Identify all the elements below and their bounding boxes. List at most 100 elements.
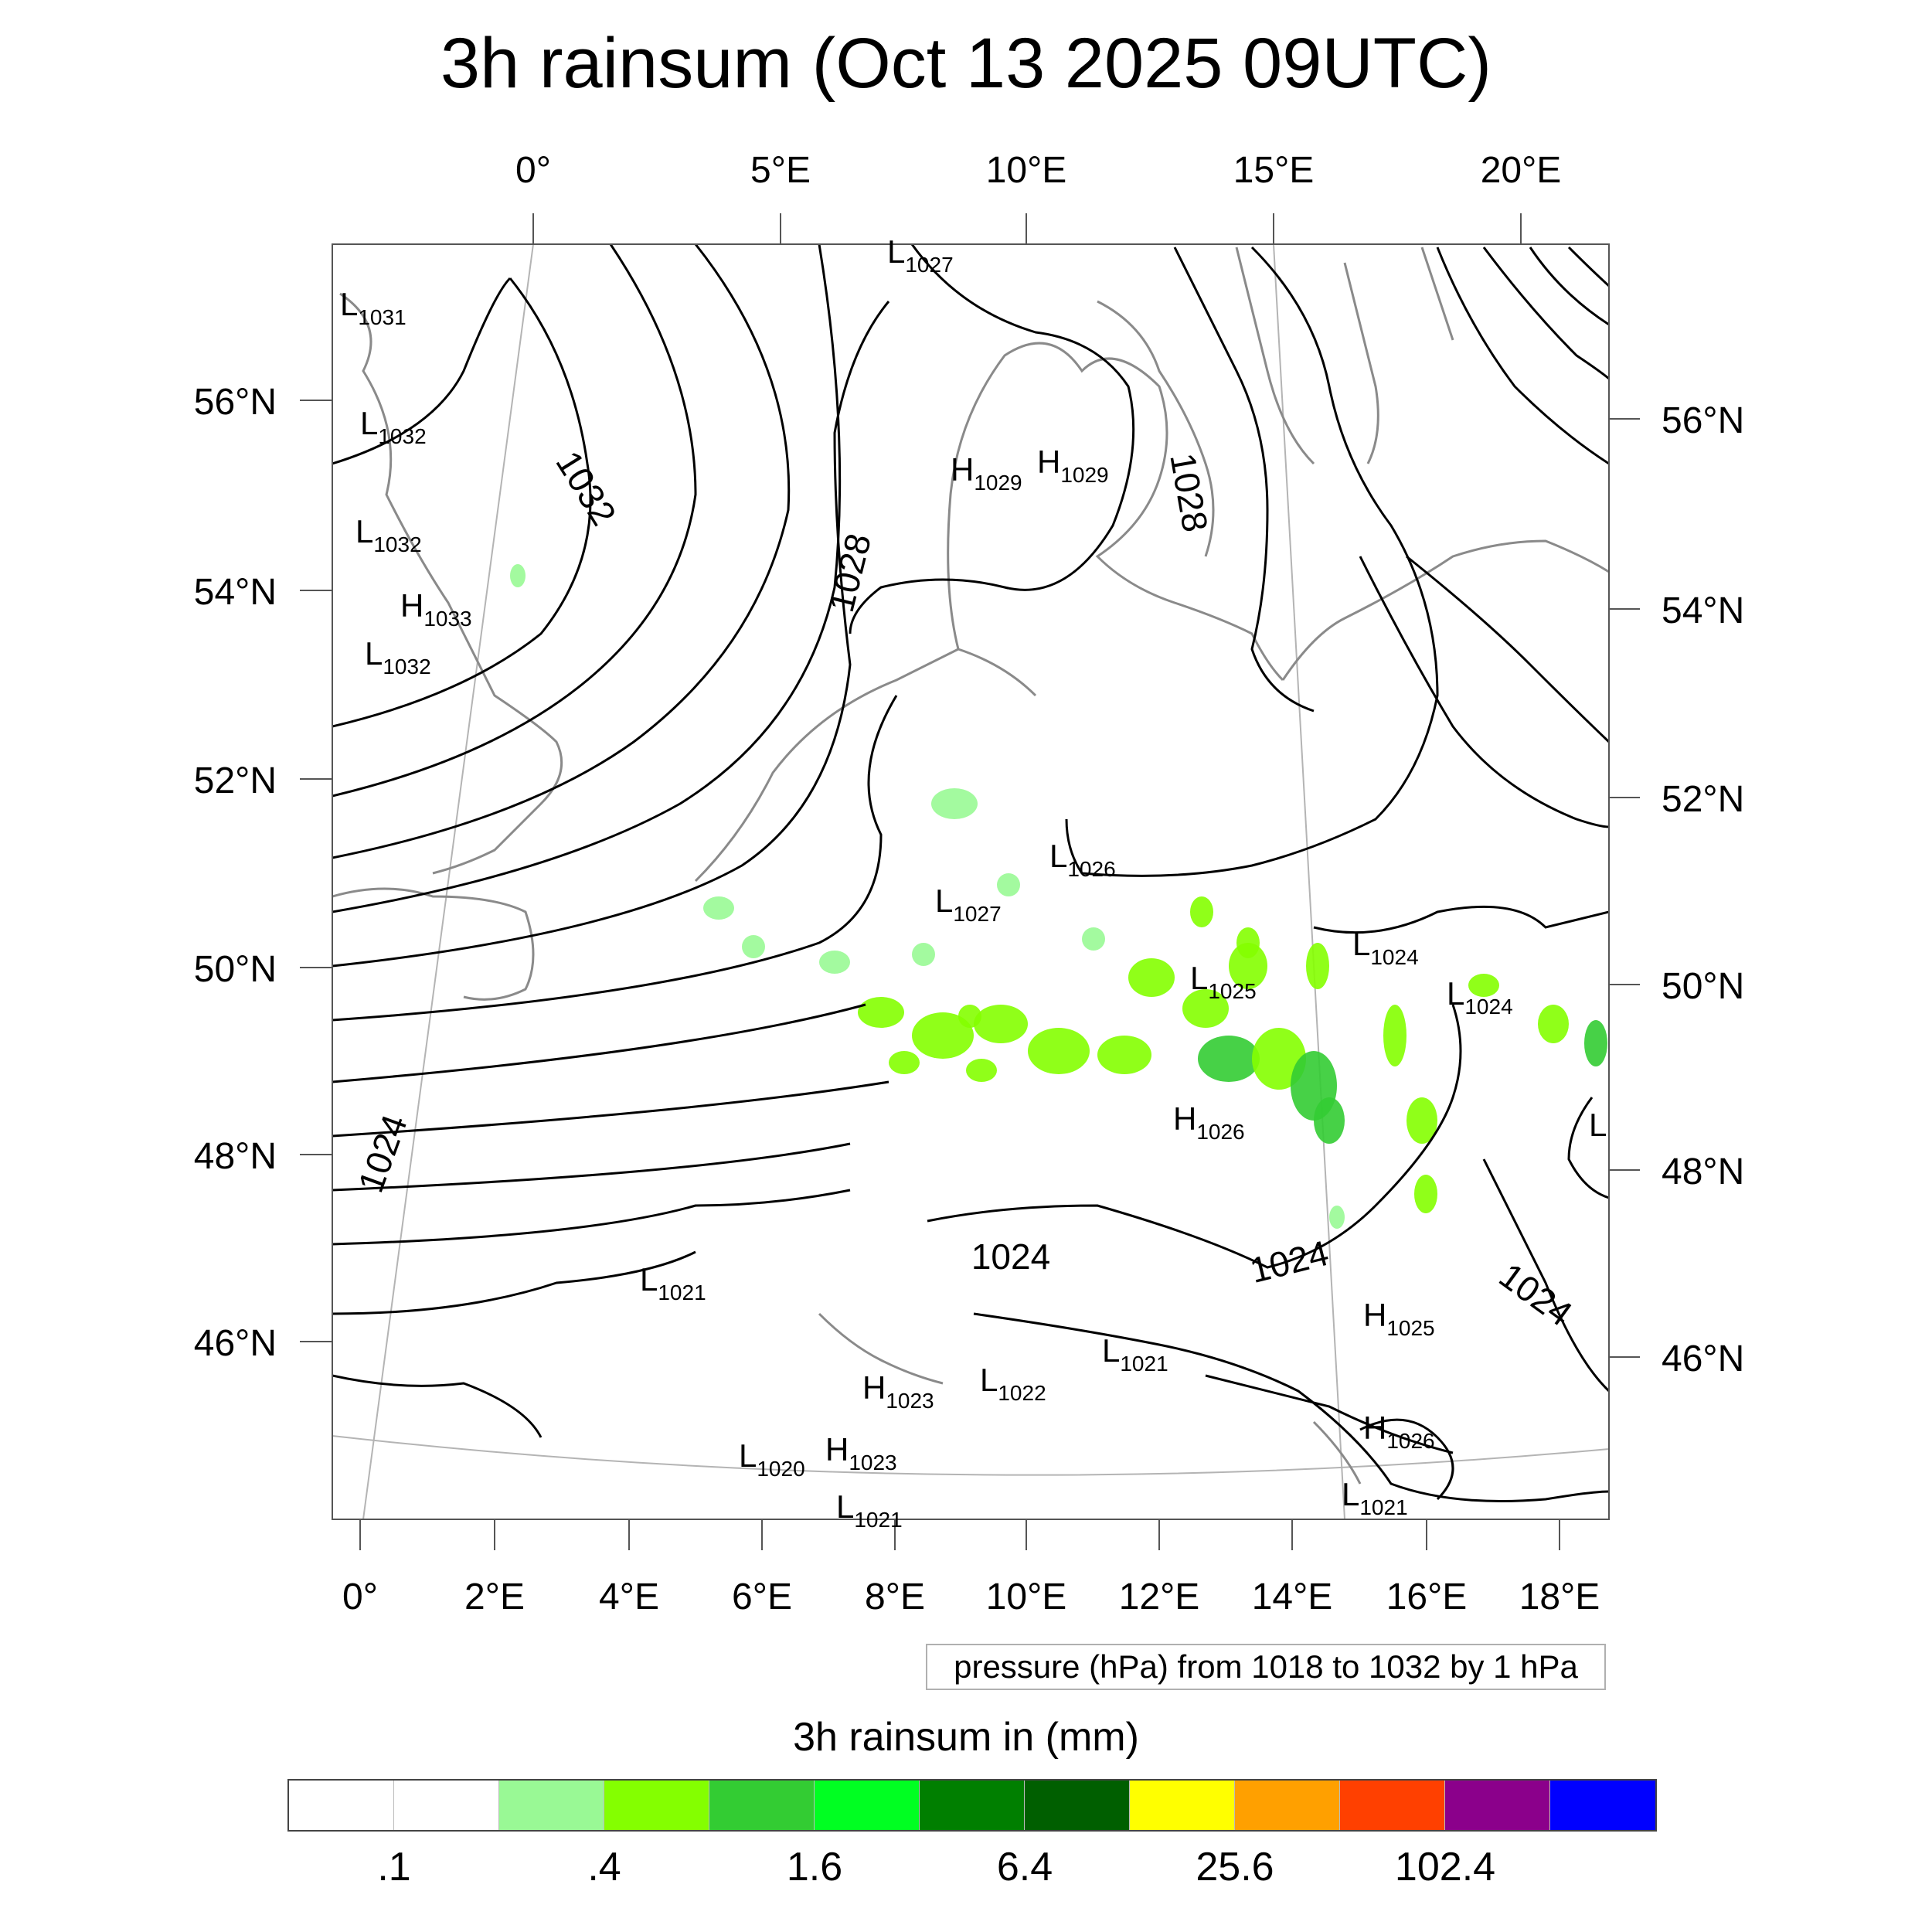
low-pressure-center: L1032 xyxy=(365,635,431,679)
rain-patch xyxy=(1414,1175,1437,1213)
colorbar-box xyxy=(1235,1781,1340,1830)
colorbar-box xyxy=(815,1781,920,1830)
low-pressure-center: L1024 xyxy=(1447,975,1513,1019)
top-lon-label: 5°E xyxy=(750,150,811,191)
left-ticks xyxy=(300,400,332,1342)
colorbar-box xyxy=(289,1781,394,1830)
left-lat-label: 54°N xyxy=(194,572,277,613)
bottom-lon-label: 10°E xyxy=(986,1577,1067,1617)
colorbar-box xyxy=(1550,1781,1655,1830)
rain-patch xyxy=(1229,943,1267,989)
map-frame xyxy=(332,243,1610,1520)
low-pressure-center: L1021 xyxy=(1342,1476,1408,1519)
right-lat-label: 46°N xyxy=(1662,1338,1744,1379)
colorbar-box xyxy=(394,1781,499,1830)
colorbar xyxy=(287,1779,1657,1832)
colorbar-box xyxy=(1130,1781,1235,1830)
isobars xyxy=(332,244,1609,1502)
bottom-lon-label: 18°E xyxy=(1519,1577,1600,1617)
rain-patch xyxy=(997,873,1020,896)
low-pressure-center: L1027 xyxy=(935,883,1002,926)
colorbar-box xyxy=(1445,1781,1550,1830)
bottom-lon-label: 0° xyxy=(342,1577,378,1617)
colorbar-tick-label: 25.6 xyxy=(1196,1845,1274,1889)
top-lon-label: 10°E xyxy=(986,150,1067,191)
colorbar-box xyxy=(604,1781,709,1830)
rain-patch xyxy=(1082,927,1105,951)
rain-patch xyxy=(974,1005,1028,1043)
top-lon-label: 20°E xyxy=(1481,150,1562,191)
bottom-lon-label: 2°E xyxy=(464,1577,525,1617)
isobar-label: 1024 xyxy=(350,1110,415,1198)
rain-patch xyxy=(1383,1005,1406,1066)
colorbar-tick-label: 102.4 xyxy=(1394,1845,1496,1889)
left-lat-label: 56°N xyxy=(194,382,277,423)
left-lat-label: 48°N xyxy=(194,1136,277,1177)
right-lat-label: 52°N xyxy=(1662,779,1744,820)
rain-patch xyxy=(1097,1036,1151,1074)
bottom-lon-label: 12°E xyxy=(1119,1577,1200,1617)
bottom-lon-label: 4°E xyxy=(599,1577,659,1617)
legend-title: 3h rainsum in (mm) xyxy=(793,1715,1139,1760)
low-pressure-center: L1025 xyxy=(1190,960,1257,1003)
high-pressure-center: H1025 xyxy=(1363,1297,1435,1340)
left-lat-label: 50°N xyxy=(194,949,277,990)
rain-patch xyxy=(1190,896,1213,927)
high-pressure-center: H1033 xyxy=(400,587,472,631)
isobar-label: 1028 xyxy=(1162,450,1216,535)
rain-patch xyxy=(1468,974,1499,997)
low-pressure-center: L1021 xyxy=(836,1488,903,1532)
rain-patch xyxy=(1584,1020,1607,1066)
bottom-lon-label: 6°E xyxy=(732,1577,792,1617)
rain-patch xyxy=(958,1005,981,1028)
colorbar-box xyxy=(1340,1781,1445,1830)
colorbar-box xyxy=(709,1781,815,1830)
rain-patch xyxy=(889,1051,920,1074)
right-lat-label: 54°N xyxy=(1662,590,1744,631)
colorbar-tick-label: .1 xyxy=(377,1845,411,1889)
high-pressure-center: H1023 xyxy=(825,1431,897,1475)
rain-patch xyxy=(1538,1005,1569,1043)
rain-patch xyxy=(1028,1028,1090,1074)
rain-patch xyxy=(1182,989,1229,1028)
pressure-centers: L1027L1031L1032L1032H1033L1032H1029H1029… xyxy=(340,233,1607,1532)
low-pressure-center: L1026 xyxy=(1049,838,1116,881)
isobar-label: 1024 xyxy=(1246,1233,1332,1291)
low-pressure-center: L xyxy=(1589,1107,1607,1143)
rain-patch xyxy=(1314,1097,1345,1144)
rain-patch xyxy=(966,1059,997,1082)
graticule xyxy=(332,244,1609,1519)
colorbar-box xyxy=(1025,1781,1130,1830)
rain-patch xyxy=(819,951,850,974)
bottom-lon-label: 16°E xyxy=(1386,1577,1468,1617)
low-pressure-center: L1024 xyxy=(1352,926,1419,969)
isobar-label: 1028 xyxy=(821,529,879,616)
rain-patch xyxy=(1198,1036,1260,1082)
colorbar-tick-label: 6.4 xyxy=(996,1845,1053,1889)
low-pressure-center: L1022 xyxy=(980,1362,1046,1405)
left-lat-label: 52°N xyxy=(194,760,277,801)
high-pressure-center: H1026 xyxy=(1363,1410,1435,1453)
colorbar-tick-label: 1.6 xyxy=(786,1845,843,1889)
left-lat-label: 46°N xyxy=(194,1323,277,1364)
page-title: 3h rainsum (Oct 13 2025 09UTC) xyxy=(440,24,1492,103)
colorbar-box xyxy=(920,1781,1025,1830)
right-lat-label: 56°N xyxy=(1662,400,1744,441)
rain-patch xyxy=(1306,943,1329,989)
top-lon-label: 15°E xyxy=(1233,150,1315,191)
pressure-note: pressure (hPa) from 1018 to 1032 by 1 hP… xyxy=(926,1644,1606,1690)
top-ticks xyxy=(532,213,1522,244)
bottom-ticks xyxy=(359,1519,1560,1550)
top-lon-label: 0° xyxy=(515,150,551,191)
rain-patch xyxy=(510,564,526,587)
coastlines xyxy=(332,247,1609,1485)
colorbar-tick-label: .4 xyxy=(587,1845,621,1889)
rain-patch xyxy=(1128,958,1175,997)
colorbar-box xyxy=(499,1781,604,1830)
rain-patch xyxy=(931,788,978,819)
low-pressure-center: L1032 xyxy=(360,405,427,448)
rain-patch xyxy=(858,997,904,1028)
high-pressure-center: H1026 xyxy=(1173,1100,1245,1144)
isobar-label: 1024 xyxy=(1492,1255,1580,1334)
